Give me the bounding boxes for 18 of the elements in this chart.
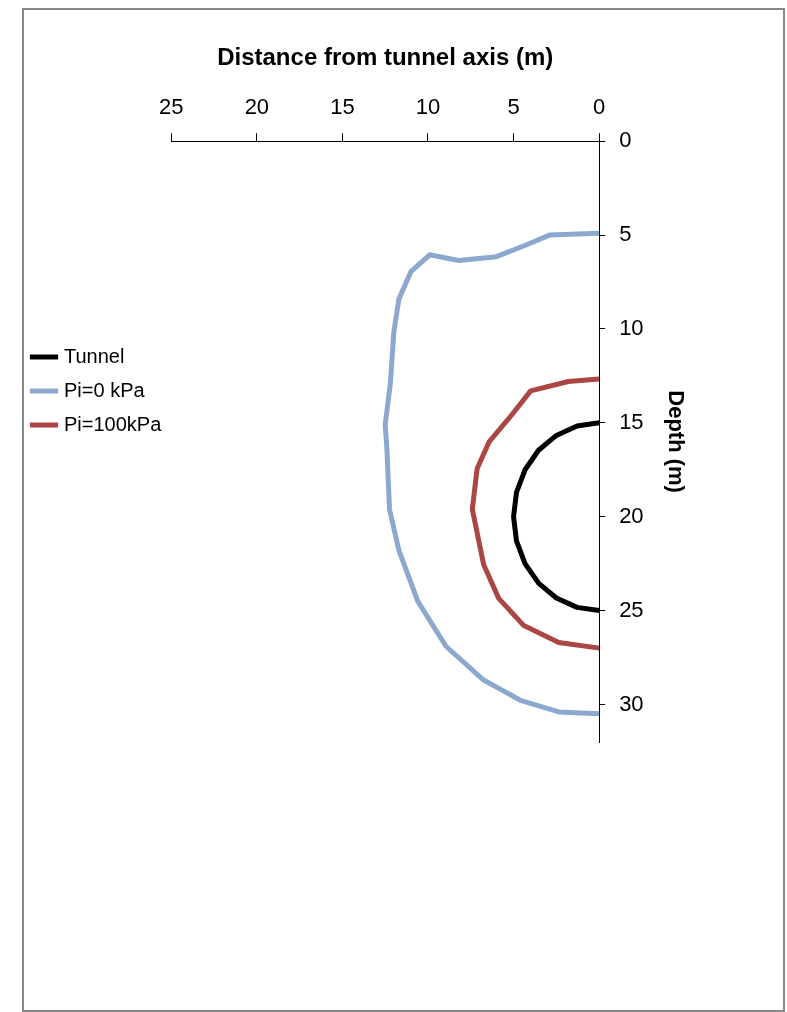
- y-axis-title: Depth (m): [663, 390, 689, 493]
- y-tick-label: 20: [619, 502, 644, 528]
- x-tick-label: 0: [593, 94, 606, 120]
- legend-label: Pi=0 kPa: [64, 378, 146, 401]
- y-tick-label: 0: [619, 127, 632, 153]
- legend-label: Pi=100kPa: [64, 412, 163, 435]
- x-tick-label: 15: [330, 94, 355, 120]
- x-tick-label: 10: [415, 94, 441, 120]
- y-tick-label: 15: [619, 408, 644, 434]
- y-tick-label: 30: [619, 690, 644, 716]
- x-axis-title: Distance from tunnel axis (m): [217, 43, 554, 71]
- legend-label: Tunnel: [64, 344, 125, 367]
- y-tick-label: 10: [619, 315, 644, 341]
- x-tick-label: 25: [159, 94, 184, 120]
- x-tick-label: 20: [244, 94, 270, 120]
- y-tick-label: 25: [619, 596, 644, 622]
- x-tick-label: 5: [507, 94, 520, 120]
- y-tick-label: 5: [619, 221, 632, 247]
